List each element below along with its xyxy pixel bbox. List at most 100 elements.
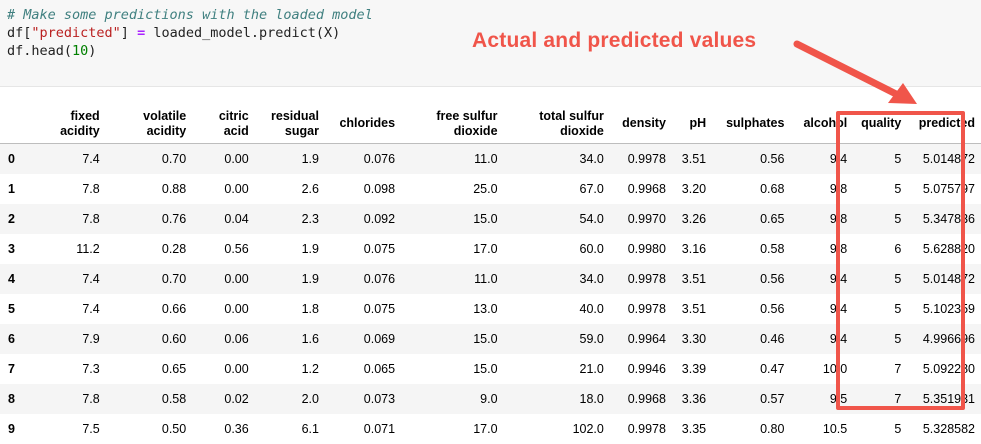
- table-cell: 3.51: [672, 264, 712, 294]
- table-cell: 0.76: [106, 204, 193, 234]
- column-header-text: sugar: [261, 124, 319, 139]
- column-header-text: fixed: [47, 109, 100, 124]
- table-cell: 15.0: [401, 324, 503, 354]
- table-cell: 40.0: [504, 294, 610, 324]
- table-cell: 0.9964: [610, 324, 672, 354]
- column-header: sulphates: [712, 104, 790, 144]
- table-cell: 3.16: [672, 234, 712, 264]
- table-cell: 0.02: [192, 384, 255, 414]
- table-cell: 0.58: [106, 384, 193, 414]
- table-cell: 0.56: [712, 144, 790, 175]
- table-cell: 0.075: [325, 234, 401, 264]
- column-header: density: [610, 104, 672, 144]
- table-cell: 0.50: [106, 414, 193, 444]
- table-cell: 1.2: [255, 354, 325, 384]
- table-cell: 3.36: [672, 384, 712, 414]
- table-cell: 10.5: [790, 414, 853, 444]
- table-cell: 0.9980: [610, 234, 672, 264]
- table-cell: 0.04: [192, 204, 255, 234]
- code-line-2: df["predicted"] = loaded_model.predict(X…: [7, 25, 340, 41]
- table-cell: 2.0: [255, 384, 325, 414]
- table-cell: 0.071: [325, 414, 401, 444]
- code-editor[interactable]: # Make some predictions with the loaded …: [7, 6, 373, 60]
- table-cell: 7.4: [41, 144, 106, 175]
- column-header-text: pH: [678, 116, 706, 131]
- table-cell: 0.58: [712, 234, 790, 264]
- table-cell: 0.9946: [610, 354, 672, 384]
- column-header-text: sulphates: [718, 116, 784, 131]
- table-cell: 34.0: [504, 144, 610, 175]
- row-index: 7: [0, 354, 41, 384]
- table-cell: 0.9978: [610, 144, 672, 175]
- table-cell: 0.70: [106, 264, 193, 294]
- table-cell: 1.9: [255, 234, 325, 264]
- table-cell: 6.1: [255, 414, 325, 444]
- table-cell: 0.65: [106, 354, 193, 384]
- table-cell: 1.9: [255, 264, 325, 294]
- table-cell: 17.0: [401, 414, 503, 444]
- column-header-text: chlorides: [331, 116, 395, 131]
- table-cell: 7.8: [41, 384, 106, 414]
- table-cell: 7.3: [41, 354, 106, 384]
- table-cell: 3.39: [672, 354, 712, 384]
- table-cell: 13.0: [401, 294, 503, 324]
- table-cell: 0.47: [712, 354, 790, 384]
- table-cell: 18.0: [504, 384, 610, 414]
- table-cell: 5.328582: [907, 414, 981, 444]
- table-cell: 2.6: [255, 174, 325, 204]
- column-header-text: volatile: [112, 109, 187, 124]
- column-header-text: density: [616, 116, 666, 131]
- index-header: [0, 104, 41, 144]
- table-cell: 0.28: [106, 234, 193, 264]
- column-header: pH: [672, 104, 712, 144]
- table-cell: 0.076: [325, 264, 401, 294]
- row-index: 4: [0, 264, 41, 294]
- row-index: 8: [0, 384, 41, 414]
- column-header-text: acidity: [112, 124, 187, 139]
- table-cell: 0.70: [106, 144, 193, 175]
- column-header: chlorides: [325, 104, 401, 144]
- table-cell: 0.069: [325, 324, 401, 354]
- row-index: 5: [0, 294, 41, 324]
- table-cell: 0.80: [712, 414, 790, 444]
- column-header-text: acidity: [47, 124, 100, 139]
- table-cell: 0.9968: [610, 174, 672, 204]
- table-cell: 7.4: [41, 294, 106, 324]
- table-cell: 7.9: [41, 324, 106, 354]
- table-cell: 0.9978: [610, 264, 672, 294]
- table-cell: 0.66: [106, 294, 193, 324]
- table-cell: 0.36: [192, 414, 255, 444]
- table-cell: 67.0: [504, 174, 610, 204]
- table-cell: 0.56: [712, 264, 790, 294]
- table-cell: 3.30: [672, 324, 712, 354]
- row-index: 6: [0, 324, 41, 354]
- table-cell: 0.00: [192, 144, 255, 175]
- table-cell: 1.9: [255, 144, 325, 175]
- table-cell: 60.0: [504, 234, 610, 264]
- table-cell: 7.8: [41, 174, 106, 204]
- table-cell: 0.46: [712, 324, 790, 354]
- row-index: 0: [0, 144, 41, 175]
- table-cell: 11.0: [401, 144, 503, 175]
- table-cell: 1.8: [255, 294, 325, 324]
- table-cell: 0.88: [106, 174, 193, 204]
- table-cell: 0.00: [192, 294, 255, 324]
- column-header-text: dioxide: [407, 124, 497, 139]
- table-cell: 2.3: [255, 204, 325, 234]
- quality-predicted-highlight-box: [836, 111, 965, 410]
- table-cell: 0.065: [325, 354, 401, 384]
- table-cell: 0.076: [325, 144, 401, 175]
